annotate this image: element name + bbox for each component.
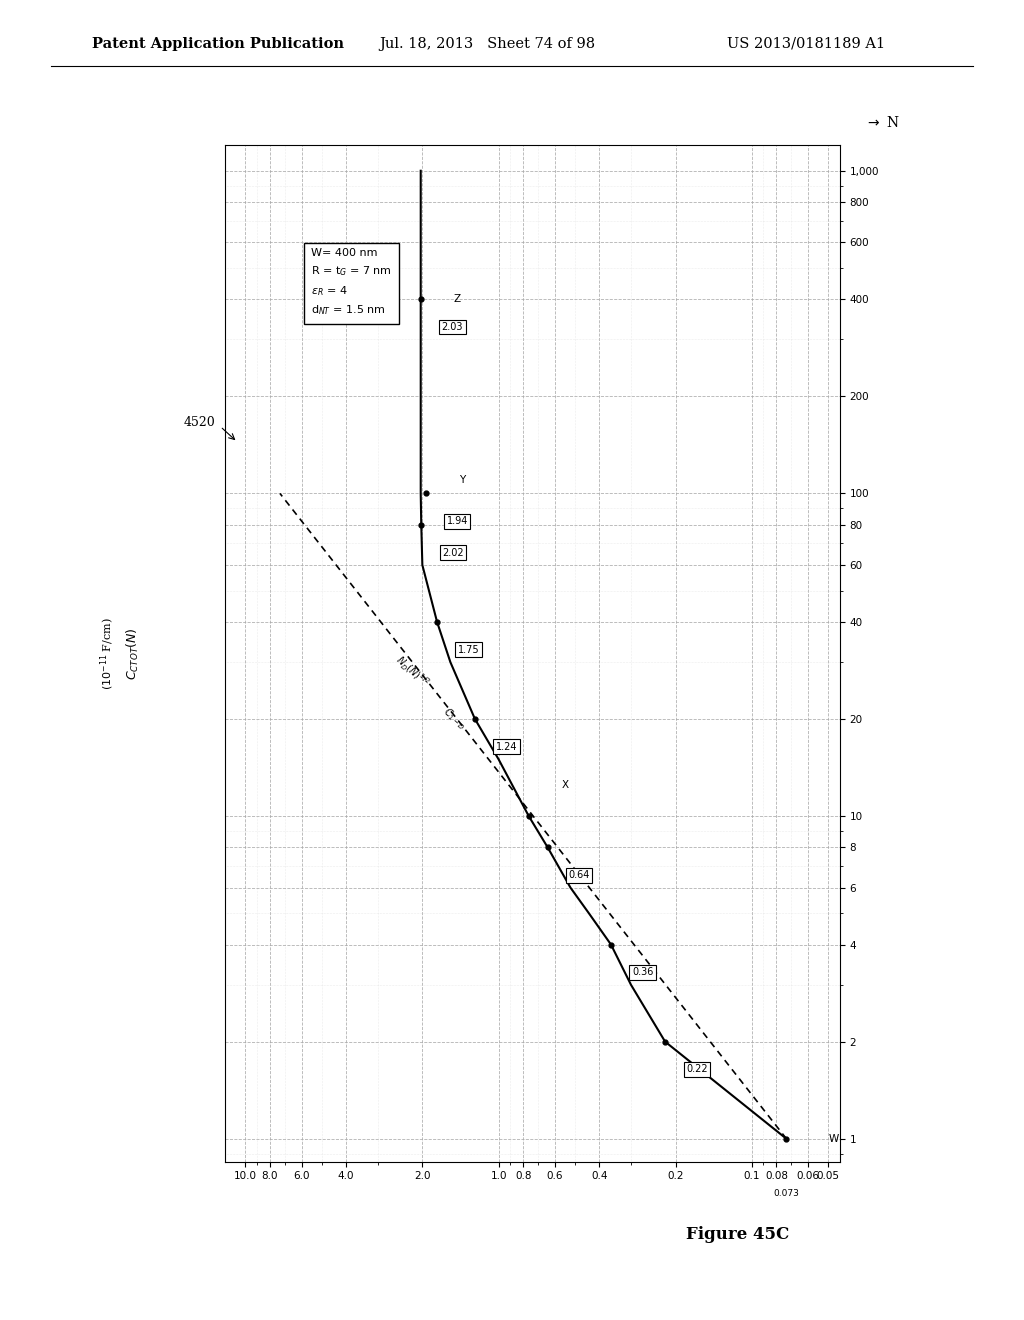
Text: X: X [561,780,568,789]
Text: Y: Y [459,475,465,484]
Text: 0.36: 0.36 [632,968,653,977]
Text: US 2013/0181189 A1: US 2013/0181189 A1 [727,37,885,51]
Text: $\rightarrow$ N: $\rightarrow$ N [865,115,900,131]
Text: Z: Z [454,294,461,304]
Text: 1.24: 1.24 [496,742,517,752]
Text: 0.22: 0.22 [686,1064,708,1074]
Text: $C_{1-D}$: $C_{1-D}$ [439,705,468,733]
Text: Figure 45C: Figure 45C [686,1226,788,1242]
Text: 1.75: 1.75 [458,644,479,655]
Text: $N_D(N)^{1/2}$: $N_D(N)^{1/2}$ [392,653,432,690]
Text: W= 400 nm
R = t$_G$ = 7 nm
$\varepsilon_R$ = 4
d$_{NT}$ = 1.5 nm: W= 400 nm R = t$_G$ = 7 nm $\varepsilon_… [311,248,392,317]
Text: $(10^{-11}$ F/cm): $(10^{-11}$ F/cm) [98,616,117,690]
Text: Patent Application Publication: Patent Application Publication [92,37,344,51]
Text: 4520: 4520 [183,416,216,429]
Text: W: W [828,1134,839,1144]
Text: Jul. 18, 2013   Sheet 74 of 98: Jul. 18, 2013 Sheet 74 of 98 [379,37,595,51]
Text: 0.073: 0.073 [773,1189,800,1197]
Text: 0.64: 0.64 [568,870,590,880]
Text: 1.94: 1.94 [446,516,468,527]
Text: 2.02: 2.02 [442,548,464,557]
Text: $C_{CTOT}(N)$: $C_{CTOT}(N)$ [125,627,141,680]
Text: 2.03: 2.03 [441,322,463,331]
